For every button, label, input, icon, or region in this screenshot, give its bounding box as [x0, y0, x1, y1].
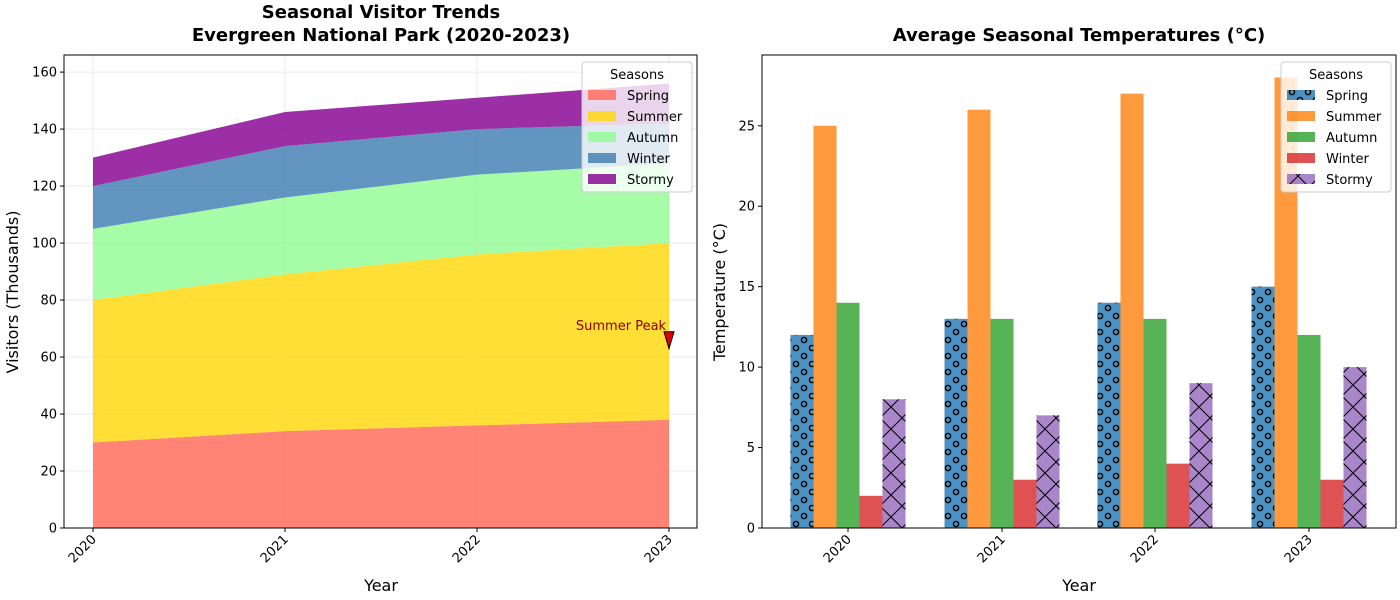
area-chart-y-ticks: 0 20 40 60 80 100 120 140 160 [32, 66, 64, 537]
x-tick-label: 2022 [1128, 532, 1162, 566]
y-tick-label: 40 [40, 408, 57, 423]
bar-summer-2021 [967, 109, 991, 528]
area-stormy [93, 83, 669, 187]
legend-label-stormy: Stormy [1326, 173, 1373, 188]
y-tick-label: 10 [738, 361, 755, 376]
legend-label-winter: Winter [627, 152, 671, 167]
bar-spring-2023-hatch [1251, 286, 1275, 528]
legend-swatch-summer [1287, 111, 1315, 121]
area-chart-areas [93, 83, 669, 528]
x-tick-label: 2020 [821, 532, 855, 566]
bar-autumn-2021 [990, 318, 1014, 528]
area-chart-x-ticks: 2020 2021 2022 2023 [66, 528, 676, 566]
y-tick-label: 5 [747, 441, 755, 456]
bar-spring-2021-hatch [944, 318, 968, 528]
x-tick-label: 2023 [1282, 532, 1316, 566]
bar-stormy-2022-hatch [1189, 383, 1213, 528]
legend-label-summer: Summer [1326, 110, 1382, 125]
bar-spring-2022-hatch [1097, 302, 1121, 528]
area-chart-frame [63, 54, 698, 529]
bar-chart-title: Average Seasonal Temperatures (°C) [893, 25, 1266, 46]
bar-summer-2022 [1120, 93, 1144, 528]
area-summer [93, 243, 669, 443]
bar-chart-x-axis-label: Year [1061, 576, 1096, 595]
x-tick-label: 2021 [258, 532, 292, 566]
area-winter [93, 123, 669, 229]
bar-stormy-2020-hatch [882, 399, 906, 528]
legend-swatch-hatch [1287, 174, 1315, 184]
bar-stormy-2023-hatch [1343, 367, 1367, 528]
legend-label-autumn: Autumn [1326, 131, 1377, 146]
area-chart-y-axis-label: Visitors (Thousands) [3, 211, 22, 374]
legend-label-spring: Spring [627, 89, 669, 104]
area-chart-x-axis-label: Year [363, 576, 398, 595]
y-tick-label: 60 [40, 351, 57, 366]
y-tick-label: 120 [32, 180, 57, 195]
bar-autumn-2020 [836, 302, 860, 528]
x-tick-label: 2022 [450, 532, 484, 566]
y-tick-label: 20 [40, 465, 57, 480]
bar-spring-2020-hatch [790, 334, 814, 528]
y-tick-label: 25 [738, 119, 755, 134]
y-tick-label: 100 [32, 237, 57, 252]
x-tick-label: 2021 [975, 532, 1009, 566]
legend-swatch-autumn [1287, 132, 1315, 142]
bar-summer-2020 [813, 125, 837, 528]
summer-peak-annotation: Summer Peak [576, 319, 675, 351]
area-chart-legend: Seasons Spring Summer Autumn Winter Stormy [581, 61, 693, 193]
bar-autumn-2023 [1297, 334, 1321, 528]
legend-label-autumn: Autumn [627, 131, 678, 146]
bar-chart-x-ticks: 2020 2021 2022 2023 [821, 528, 1316, 566]
bar-chart-frame [761, 54, 1397, 529]
area-spring [93, 419, 669, 528]
bar-chart-y-axis-label: Temperature (°C) [710, 223, 729, 362]
bar-autumn-2022 [1143, 318, 1167, 528]
y-tick-label: 160 [32, 66, 57, 81]
legend-swatch-winter [588, 153, 616, 163]
bar-chart-legend: Seasons Spring Summer Autumn Winter Stormy [1280, 61, 1392, 193]
legend-label-stormy: Stormy [627, 173, 674, 188]
y-tick-label: 80 [40, 294, 57, 309]
bar-winter-2022 [1166, 463, 1190, 528]
annotation-marker-icon [663, 331, 675, 351]
legend-label-spring: Spring [1326, 89, 1368, 104]
legend-swatch-stormy [588, 174, 616, 184]
bar-winter-2020 [859, 495, 883, 528]
legend-label-winter: Winter [1326, 152, 1370, 167]
legend-swatch-autumn [588, 132, 616, 142]
legend-swatch-winter [1287, 153, 1315, 163]
legend-swatch-spring [588, 90, 616, 100]
legend-swatch-hatch [1287, 90, 1315, 100]
bar-chart-bars [790, 77, 1367, 529]
legend-swatch-summer [588, 111, 616, 121]
legend-title: Seasons [1309, 68, 1363, 83]
annotation-text: Summer Peak [576, 319, 667, 334]
y-tick-label: 0 [747, 522, 755, 537]
bar-winter-2021 [1013, 479, 1037, 528]
y-tick-label: 0 [49, 522, 57, 537]
area-chart-title-line-1: Seasonal Visitor Trends [262, 2, 500, 23]
legend-label-summer: Summer [627, 110, 683, 125]
legend-title: Seasons [610, 68, 664, 83]
y-tick-label: 15 [738, 280, 755, 295]
x-tick-label: 2023 [642, 532, 676, 566]
bar-stormy-2021-hatch [1036, 415, 1060, 528]
x-tick-label: 2020 [66, 532, 100, 566]
area-chart-title-line-2: Evergreen National Park (2020-2023) [192, 25, 570, 46]
bar-chart-y-ticks: 0 5 10 15 20 25 [738, 119, 762, 537]
y-tick-label: 140 [32, 123, 57, 138]
area-chart: Seasonal Visitor Trends Evergreen Nation… [3, 2, 698, 595]
y-tick-label: 20 [738, 200, 755, 215]
area-autumn [93, 163, 669, 301]
bar-winter-2023 [1320, 479, 1344, 528]
bar-chart: Average Seasonal Temperatures (°C) 0 5 10 1… [710, 25, 1397, 595]
